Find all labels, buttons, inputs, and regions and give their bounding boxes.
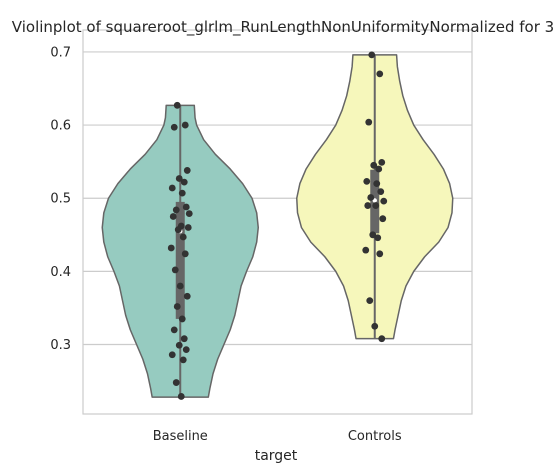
data-point bbox=[171, 266, 179, 274]
data-point bbox=[369, 231, 377, 239]
x-tick-label: Controls bbox=[348, 429, 402, 444]
data-point bbox=[182, 346, 190, 354]
y-tick-label: 0.6 bbox=[50, 119, 71, 134]
y-tick-labels: 0.3 0.4 0.5 0.6 0.7 bbox=[50, 45, 71, 353]
x-tick-label: Baseline bbox=[153, 429, 208, 444]
data-point bbox=[177, 393, 185, 400]
data-point bbox=[179, 233, 187, 241]
data-point bbox=[364, 202, 372, 209]
data-point bbox=[172, 379, 180, 386]
data-point bbox=[174, 226, 182, 234]
data-point bbox=[185, 210, 193, 217]
data-point bbox=[180, 178, 188, 186]
data-point bbox=[170, 326, 178, 334]
data-point bbox=[375, 165, 383, 173]
data-point bbox=[363, 178, 371, 185]
data-point bbox=[182, 203, 190, 211]
data-point bbox=[180, 335, 188, 343]
chart-title: Violinplot of squareroot_glrlm_RunLength… bbox=[12, 18, 554, 37]
data-point bbox=[169, 213, 177, 220]
data-point bbox=[172, 206, 180, 214]
data-point bbox=[175, 175, 183, 182]
iqr-box-baseline bbox=[175, 201, 185, 319]
data-point bbox=[175, 341, 183, 349]
data-point bbox=[183, 292, 191, 300]
data-point bbox=[379, 215, 387, 223]
data-point bbox=[173, 101, 181, 109]
axes-frame bbox=[82, 29, 473, 415]
data-point bbox=[178, 315, 186, 323]
data-point bbox=[183, 167, 191, 174]
x-tick-labels: Baseline Controls bbox=[153, 429, 402, 444]
median-marker-controls bbox=[372, 198, 377, 203]
data-point bbox=[362, 246, 370, 254]
data-point bbox=[179, 356, 187, 364]
data-point bbox=[371, 322, 379, 330]
x-axis-label: target bbox=[255, 448, 298, 464]
data-point bbox=[373, 180, 381, 188]
data-point bbox=[374, 234, 382, 242]
y-tick-label: 0.4 bbox=[50, 265, 71, 280]
data-point bbox=[181, 121, 189, 129]
data-point bbox=[178, 189, 186, 197]
data-point bbox=[378, 335, 386, 343]
data-point bbox=[168, 184, 176, 192]
data-point bbox=[365, 118, 373, 126]
y-tick-label: 0.5 bbox=[50, 192, 71, 207]
data-point bbox=[370, 161, 378, 169]
y-tick-label: 0.7 bbox=[50, 45, 71, 60]
data-point bbox=[366, 297, 374, 305]
violins bbox=[101, 54, 454, 398]
data-point bbox=[181, 250, 189, 258]
data-point bbox=[376, 250, 384, 258]
data-point bbox=[184, 224, 192, 231]
data-point bbox=[378, 158, 386, 166]
data-point bbox=[376, 70, 384, 78]
data-point bbox=[167, 244, 175, 252]
data-point bbox=[380, 197, 388, 205]
data-point bbox=[377, 188, 385, 196]
data-point bbox=[168, 351, 176, 359]
data-point bbox=[372, 202, 380, 209]
y-tick-label: 0.3 bbox=[50, 338, 71, 353]
data-point bbox=[170, 123, 178, 131]
strip-points bbox=[167, 51, 388, 400]
data-point bbox=[367, 194, 375, 201]
data-point bbox=[176, 282, 184, 290]
data-point bbox=[173, 303, 181, 310]
data-point bbox=[368, 51, 376, 59]
